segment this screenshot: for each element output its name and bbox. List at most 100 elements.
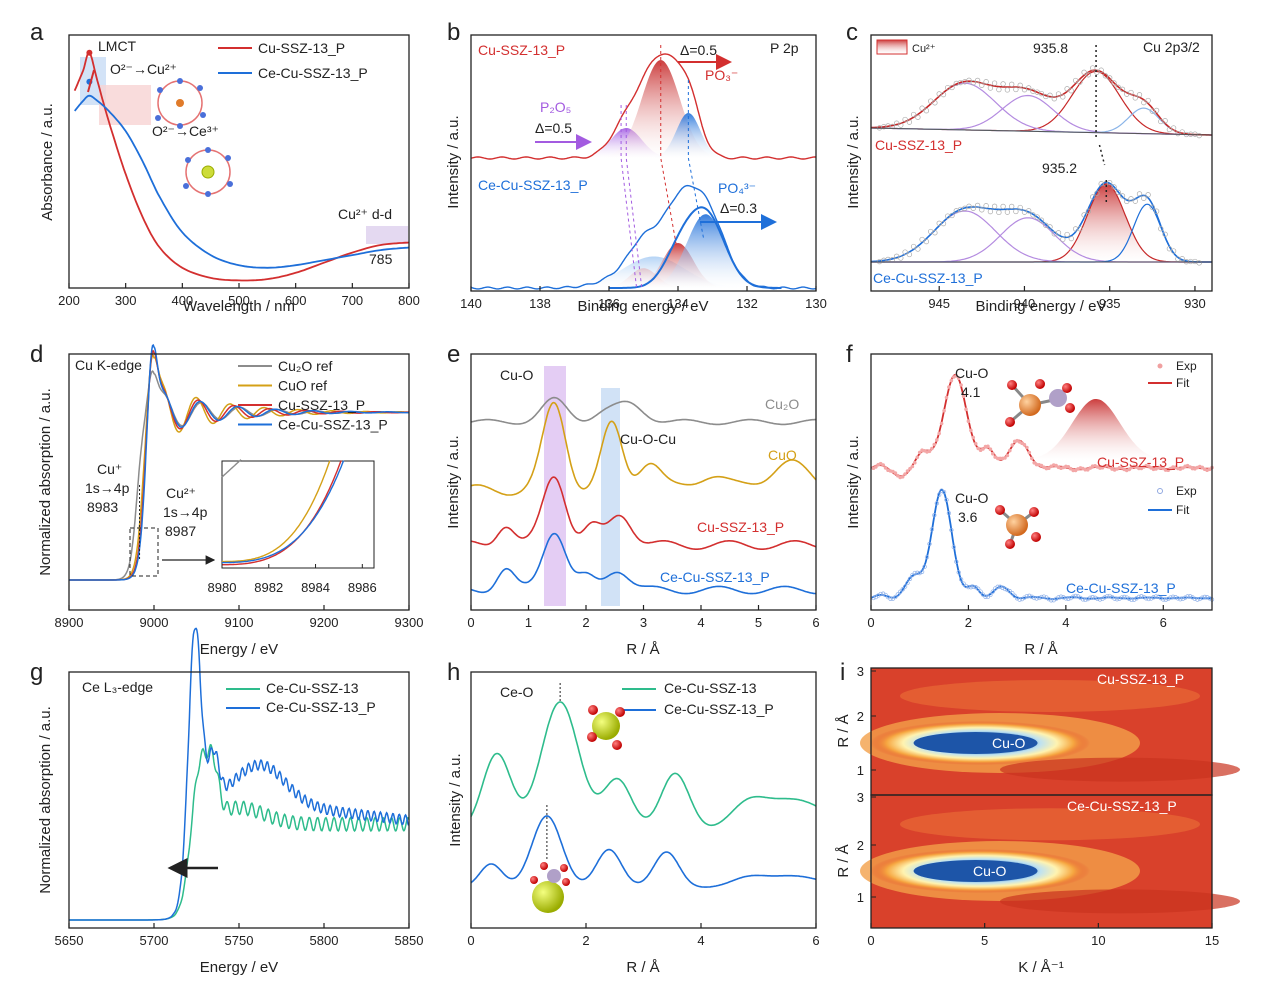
ann-f-n1: 4.1	[961, 384, 981, 400]
exp-point-bot	[1136, 594, 1142, 600]
exp-point-bot	[937, 492, 942, 497]
exp-point-top	[1022, 442, 1027, 447]
exp-point-top	[942, 408, 946, 413]
panel-d: d 8900 9000 9100 9200 9300 Energy / eV Norma…	[30, 341, 423, 658]
exp-point-top	[927, 449, 932, 454]
d-x-tick-label: 9300	[395, 615, 424, 630]
exp-point-bot	[976, 586, 981, 591]
exp-point-bot	[1117, 596, 1122, 601]
c-x-tick-label: 940	[1014, 296, 1036, 311]
legend-g-2: Ce-Cu-SSZ-13_P	[266, 699, 376, 715]
exp-point-bot	[995, 584, 1000, 589]
exp-point-top	[874, 465, 878, 469]
series-g-cecussz-p	[69, 627, 410, 921]
exp-point-bot	[924, 554, 930, 560]
exp-point-top	[973, 441, 978, 446]
exp-point-bot	[1071, 594, 1076, 599]
b-x-tick-label: 138	[529, 296, 551, 311]
c-top-envelope	[870, 69, 1212, 136]
d-x-tick-label: 9100	[225, 615, 254, 630]
exp-point-bot	[1088, 595, 1093, 600]
c-top-data-point	[1153, 107, 1160, 114]
c-top-data-point	[1111, 80, 1117, 86]
c-bot-data-point	[962, 205, 968, 211]
c-top-data-point	[1013, 86, 1019, 93]
exp-point-bot	[1144, 596, 1149, 601]
panel-f: f 0 2 4 6 R / Å Intensity / a.u. Exp Fit Ex…	[845, 341, 1215, 658]
exp-point-top	[944, 395, 949, 400]
c-top-data-point	[1004, 87, 1011, 93]
c-top-data-point	[910, 111, 917, 118]
exp-point-bot	[1122, 594, 1127, 600]
exp-point-bot	[1204, 595, 1210, 600]
f-x-tick-label: 0	[867, 615, 874, 630]
guide-p2o5b	[620, 105, 638, 289]
exp-point-bot	[1056, 595, 1061, 600]
i-top-band-lower	[1000, 757, 1240, 782]
exp-point-bot	[1083, 597, 1088, 603]
panel-h: h 0 2 4 6 R / Å Intensity / a.u. Ce-O Ce-Cu…	[447, 659, 820, 976]
c-top-data-point	[898, 122, 904, 128]
ann-e-cuocu: Cu-O-Cu	[620, 431, 676, 447]
label-b-bot: Ce-Cu-SSZ-13_P	[478, 177, 588, 193]
c-bot-data-point	[983, 203, 989, 209]
i-bot-band-upper	[900, 808, 1200, 841]
molecule-cuo4-icon	[1005, 379, 1075, 427]
c-bot-data-point	[1030, 212, 1036, 218]
exp-point-bot	[1195, 597, 1200, 602]
exp-point-bot	[1141, 594, 1146, 600]
c-bot-data-point	[1038, 217, 1045, 223]
ann-d-e2: 8987	[165, 523, 196, 539]
c-bot-data-point	[1098, 181, 1104, 187]
series-h-cecussz-p	[470, 815, 817, 888]
c-top-data-point	[1170, 125, 1177, 131]
f-x-tick-label: 6	[1160, 615, 1167, 630]
legend-d-label: CuO ref	[278, 378, 327, 394]
panel-b: b 140 138 136 134 132 130 Binding energy / eV…	[445, 19, 827, 315]
label-f-top: Cu-SSZ-13_P	[1097, 454, 1184, 470]
c-bot-data-point	[1081, 212, 1087, 218]
label-i-cuo-bot: Cu-O	[973, 863, 1007, 879]
inset-tick-label: 8980	[208, 580, 237, 595]
exp-point-bot	[1029, 594, 1034, 599]
d-x-tick-label: 9000	[140, 615, 169, 630]
exp-point-bot	[971, 584, 976, 590]
c-bot-data-point	[991, 203, 998, 209]
exp-point-top	[939, 421, 944, 426]
exp-point-bot	[1034, 596, 1039, 601]
c-bot-data-point	[940, 220, 947, 227]
structure-cu-icon	[155, 78, 206, 129]
i-y-tick-label: 1	[857, 890, 864, 905]
exp-point-bot	[1014, 596, 1020, 601]
exp-point-top	[1003, 456, 1007, 460]
panel-d-ylabel: Normalized absorption / a.u.	[37, 388, 54, 576]
exp-point-top	[949, 378, 954, 383]
b-x-tick-label: 130	[805, 296, 827, 311]
exp-point-top	[969, 428, 973, 433]
c-bot-data-point	[910, 243, 917, 250]
ann-lmct: LMCT	[98, 38, 137, 54]
panel-a-letter: a	[30, 19, 44, 46]
label-i-cuo-top: Cu-O	[992, 735, 1026, 751]
band-cuo	[544, 366, 566, 606]
exp-point-bot	[907, 576, 913, 581]
exp-point-bot	[983, 594, 988, 599]
h-x-tick-label: 4	[697, 933, 704, 948]
c-top-data-point	[1009, 81, 1015, 87]
label-e-cussz: Cu-SSZ-13_P	[697, 519, 784, 535]
exp-point-bot	[917, 570, 922, 576]
i-x-tick-label: 0	[867, 933, 874, 948]
ann-c-v1: 935.8	[1033, 40, 1068, 56]
panel-b-letter: b	[447, 19, 460, 46]
panel-h-xlabel: R / Å	[626, 959, 659, 976]
exp-point-bot	[1129, 597, 1134, 603]
exp-point-bot	[1178, 597, 1183, 602]
exp-point-bot	[929, 527, 935, 532]
c-bot-main-fill	[1007, 183, 1195, 262]
i-y-tick-label: 2	[857, 838, 864, 853]
exp-point-top	[930, 446, 934, 451]
label-i-top: Cu-SSZ-13_P	[1097, 671, 1184, 687]
exp-point-top	[915, 455, 920, 460]
e-x-tick-label: 2	[582, 615, 589, 630]
